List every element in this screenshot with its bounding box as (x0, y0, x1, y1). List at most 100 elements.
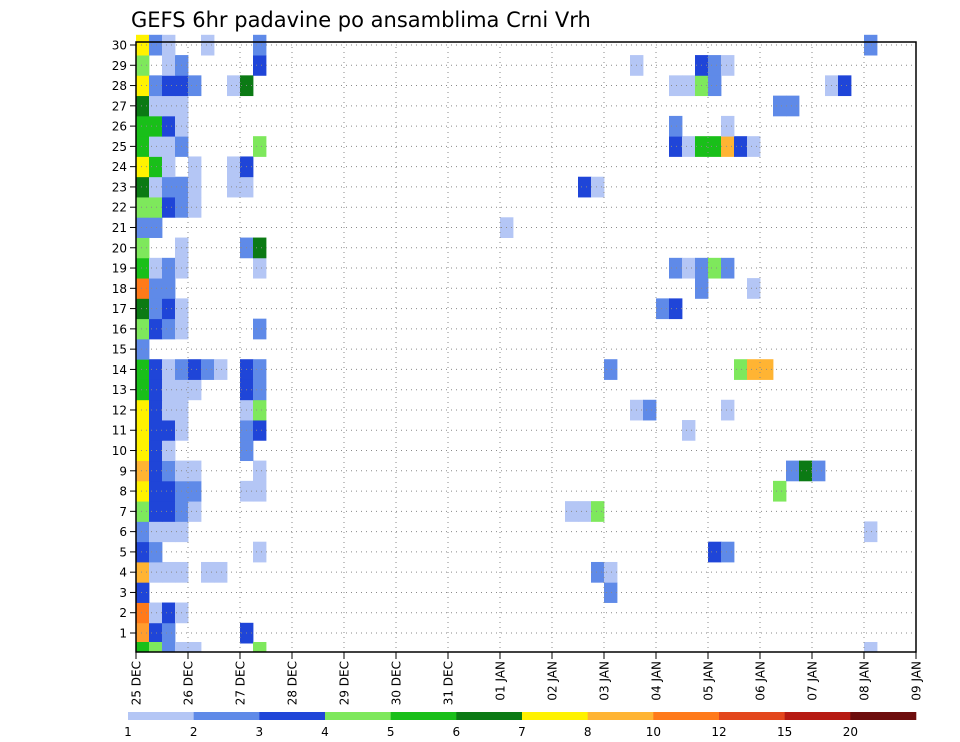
y-tick-label-29: 29 (112, 59, 127, 73)
cell-member-13-step-0 (136, 379, 150, 401)
colorbar-label-1: 1 (124, 725, 132, 739)
cell-member-10-step-2 (162, 440, 176, 462)
colorbar-swatch-6 (522, 712, 588, 720)
cell-member-25-step-2 (162, 136, 176, 157)
cell-member-10-step-1 (149, 440, 163, 462)
y-tick-label-14: 14 (112, 363, 127, 377)
cell-member-16-step-0 (136, 318, 150, 340)
cell-member-12-step-2 (162, 399, 176, 421)
y-tick-label-12: 12 (112, 403, 127, 417)
cell-member-7-step-4 (188, 501, 202, 522)
cell-member-8-step-9 (253, 480, 267, 502)
heatmap-cells (136, 34, 878, 652)
cell-member-25-step-0 (136, 136, 150, 157)
cell-member-9-step-52 (812, 460, 826, 482)
colorbar-swatch-8 (653, 712, 720, 720)
chart-title: GEFS 6hr padavine po ansamblima Crni Vrh (131, 8, 591, 32)
cell-member-5-step-44 (708, 541, 722, 563)
cell-member-24-step-7 (227, 156, 241, 178)
cell-member-9-step-9 (253, 460, 267, 482)
cell-member-17-step-1 (149, 298, 163, 320)
y-axis-ticks: 1234567891011121314151617181920212223242… (112, 39, 136, 641)
cell-member-11-step-1 (149, 420, 163, 441)
colorbar-swatch-1 (193, 712, 260, 720)
cell-member-17-step-41 (669, 298, 683, 320)
cell-member-14-step-6 (214, 359, 228, 380)
cell-member-9-step-50 (786, 460, 800, 482)
cell-member-12-step-0 (136, 399, 150, 421)
cell-member-30-step-5 (201, 34, 215, 56)
cell-member-26-step-41 (669, 115, 683, 137)
y-tick-label-4: 4 (119, 566, 127, 580)
cell-member-30-step-0 (136, 34, 150, 56)
cell-member-9-step-1 (149, 460, 163, 482)
colorbar-label-15: 15 (777, 725, 792, 739)
colorbar-label-4: 4 (321, 725, 329, 739)
y-tick-label-16: 16 (112, 322, 127, 336)
y-tick-label-5: 5 (119, 545, 127, 559)
cell-bottom-step-2 (162, 642, 176, 652)
cell-member-12-step-45 (721, 399, 735, 421)
y-tick-label-23: 23 (112, 180, 127, 194)
colorbar-label-5: 5 (387, 725, 395, 739)
cell-member-29-step-9 (253, 55, 267, 76)
cell-member-15-step-0 (136, 338, 150, 360)
cell-member-16-step-9 (253, 318, 267, 340)
colorbar-swatch-10 (784, 712, 851, 720)
cell-member-25-step-47 (747, 136, 761, 157)
cell-member-25-step-44 (708, 136, 722, 157)
cell-member-1-step-0 (136, 622, 150, 644)
cell-member-8-step-49 (773, 480, 787, 502)
cell-member-23-step-1 (149, 176, 163, 198)
x-tick-label-0: 25 DEC (130, 661, 144, 705)
cell-member-28-step-4 (188, 75, 202, 97)
cell-member-28-step-54 (838, 75, 852, 97)
cell-member-14-step-0 (136, 359, 150, 380)
cell-member-16-step-2 (162, 318, 176, 340)
cell-member-24-step-2 (162, 156, 176, 178)
cell-member-4-step-36 (604, 561, 618, 583)
cell-member-6-step-1 (149, 521, 163, 543)
y-tick-label-27: 27 (112, 99, 127, 113)
cell-member-14-step-1 (149, 359, 163, 380)
colorbar-swatch-3 (325, 712, 391, 720)
cell-member-9-step-4 (188, 460, 202, 482)
cell-member-12-step-39 (643, 399, 657, 421)
cell-member-19-step-1 (149, 257, 163, 279)
cell-member-14-step-4 (188, 359, 202, 380)
y-tick-label-26: 26 (112, 120, 127, 134)
cell-member-13-step-9 (253, 379, 267, 401)
colorbar: 1 2 3 4 5 6 7 8 10 12 15 20 (124, 712, 917, 739)
cell-member-25-step-46 (734, 136, 748, 157)
cell-member-29-step-44 (708, 55, 722, 76)
cell-member-25-step-45 (721, 136, 735, 157)
cell-member-23-step-7 (227, 176, 241, 198)
y-tick-label-19: 19 (112, 262, 127, 276)
y-tick-label-10: 10 (112, 444, 127, 458)
cell-member-24-step-4 (188, 156, 202, 178)
cell-member-4-step-2 (162, 561, 176, 583)
cell-member-12-step-1 (149, 399, 163, 421)
cell-member-27-step-49 (773, 95, 787, 117)
colorbar-label-3: 3 (256, 725, 264, 739)
colorbar-swatch-5 (456, 712, 523, 720)
cell-member-11-step-42 (682, 420, 696, 441)
x-tick-label-2: 27 DEC (234, 661, 248, 705)
y-tick-label-24: 24 (112, 160, 127, 174)
cell-member-19-step-9 (253, 257, 267, 279)
cell-member-19-step-0 (136, 257, 150, 279)
cell-member-14-step-5 (201, 359, 215, 380)
cell-member-29-step-2 (162, 55, 176, 76)
y-tick-label-21: 21 (112, 221, 127, 235)
x-tick-label-5: 30 DEC (390, 661, 404, 705)
y-tick-label-2: 2 (119, 606, 127, 620)
colorbar-swatch-0 (128, 712, 194, 720)
cell-member-13-step-1 (149, 379, 163, 401)
cell-member-1-step-1 (149, 622, 163, 644)
y-tick-label-30: 30 (112, 39, 127, 53)
colorbar-label-6: 6 (453, 725, 461, 739)
y-tick-label-17: 17 (112, 302, 127, 316)
cell-bottom-step-0 (136, 642, 150, 652)
cell-member-13-step-2 (162, 379, 176, 401)
